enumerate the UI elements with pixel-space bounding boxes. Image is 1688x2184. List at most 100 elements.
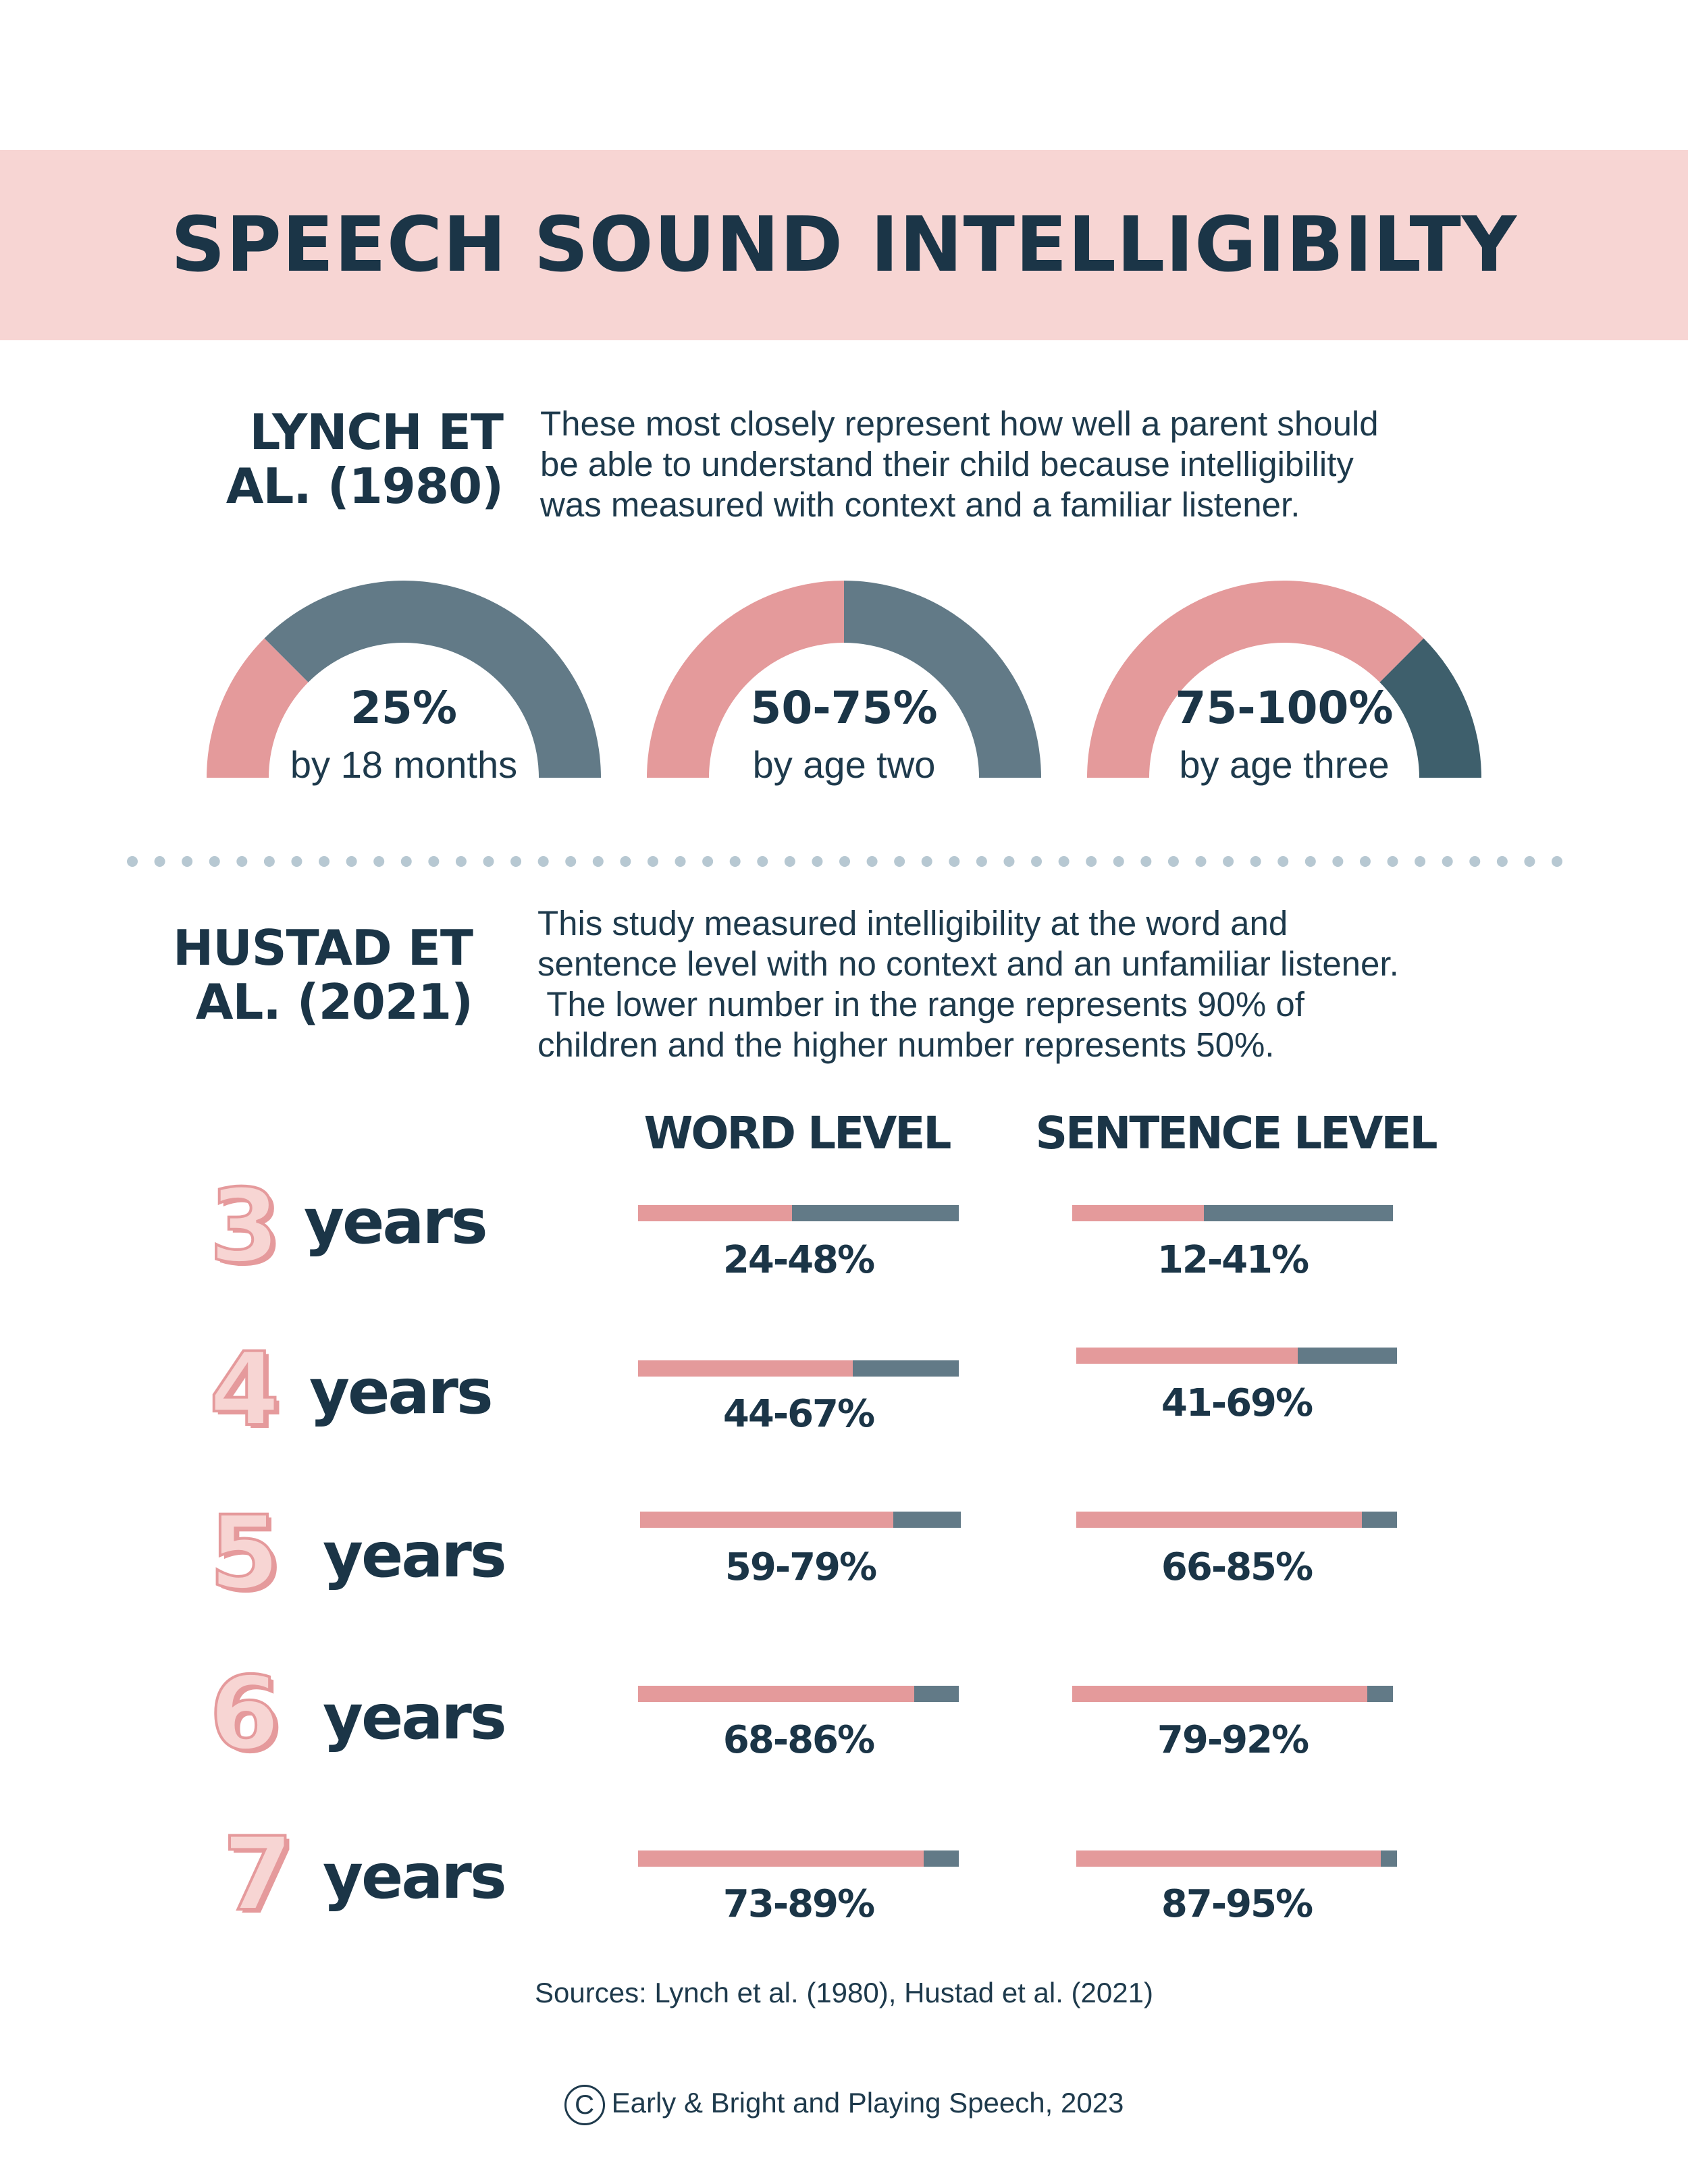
word-level-header: WORD LEVEL [643,1107,952,1159]
divider-dot [647,856,658,867]
divider-dot [1469,856,1481,867]
divider-dot [1140,856,1152,867]
divider-dot [729,856,741,867]
divider-dot [455,856,467,867]
bar-fill [1072,1686,1367,1702]
sentence-level-bar [1076,1348,1397,1364]
divider-dot [1250,856,1261,867]
sentence-level-bar [1076,1850,1397,1867]
divider-dot [1304,856,1316,867]
age-years-label: years [304,1186,488,1258]
lynch-study-title: LYNCH ET AL. (1980) [223,404,504,514]
gauge-percentage: 25% [350,682,457,734]
age-years-label: years [323,1840,507,1913]
divider-dot [1086,856,1097,867]
divider-dot [1113,856,1124,867]
gauge-percentage: 75-100% [1175,682,1394,734]
hustad-desc-line2: sentence level with no context and an un… [537,944,1399,983]
divider-dot [1332,856,1344,867]
divider-dot [346,856,357,867]
divider-dot [127,856,138,867]
divider-dot [784,856,795,867]
sentence-level-range: 87-95% [1161,1882,1313,1926]
lynch-description: These most closely represent how well a … [540,404,1553,525]
age-number: 3 [208,1168,281,1285]
divider-dot [866,856,878,867]
divider-dot [373,856,385,867]
gauge-caption: by 18 months [290,743,518,786]
gauge-caption: by age three [1179,743,1390,786]
divider-dot [1167,856,1179,867]
hustad-title-line1: HUSTAD ET [173,920,473,976]
gauge-filled-segment [647,581,844,778]
word-level-bar [638,1686,959,1702]
lynch-desc-line2: be able to understand their child becaus… [540,445,1354,483]
gauge-age-three: 75-100% by age three [1082,581,1487,797]
word-level-bar [638,1850,959,1867]
copyright-text: Early & Bright and Playing Speech, 2023 [611,2087,1124,2119]
gauge-remaining-segment [1379,638,1481,778]
divider-dot [236,856,248,867]
age-years-label: years [309,1356,494,1428]
divider-dot [921,856,932,867]
divider-dot [1387,856,1398,867]
bar-fill [640,1512,894,1528]
divider-dot [949,856,960,867]
sources-note: Sources: Lynch et al. (1980), Hustad et … [535,1977,1153,2008]
divider-dot [263,856,275,867]
copyright-line: C Early & Bright and Playing Speech, 2023 [0,2085,1688,2125]
divider-dot [1223,856,1234,867]
lynch-title-line1: LYNCH ET [249,404,504,460]
gauge-filled-segment [207,638,309,778]
bar-fill [1076,1850,1381,1867]
divider-dot [976,856,987,867]
sentence-level-header: SENTENCE LEVEL [1035,1107,1438,1159]
divider-dot [1442,856,1453,867]
divider-dot [1496,856,1508,867]
sentence-level-bar [1072,1686,1393,1702]
gauge-age-two: 50-75% by age two [641,581,1047,797]
divider-dot [702,856,714,867]
hustad-desc-line4: children and the higher number represent… [537,1026,1275,1064]
lynch-title-line2: AL. (1980) [226,458,504,514]
copyright-icon: C [564,2085,605,2125]
title-banner [0,150,1688,340]
divider-dot [894,856,905,867]
divider-dot [483,856,494,867]
page-title: SPEECH SOUND INTELLIGIBILTY [171,201,1517,289]
divider-dot [839,856,850,867]
bar-fill [1076,1348,1298,1364]
hustad-description: This study measured intelligibility at t… [537,903,1564,1065]
hustad-study-title: HUSTAD ET AL. (2021) [162,921,473,1029]
divider-dot [209,856,220,867]
bar-fill [638,1850,924,1867]
bar-fill [638,1686,914,1702]
sentence-level-range: 66-85% [1161,1545,1313,1589]
divider-dot [154,856,165,867]
divider-dot [291,856,302,867]
gauge-18-months: 25% by 18 months [201,581,606,797]
sentence-level-bar [1072,1205,1393,1221]
divider-dot [400,856,412,867]
divider-dot [757,856,768,867]
divider-dot [1195,856,1207,867]
word-level-range: 24-48% [722,1238,875,1282]
divider-dot [182,856,193,867]
hustad-title-line2: AL. (2021) [195,974,473,1030]
word-level-bar [640,1512,961,1528]
divider-dot [1031,856,1043,867]
divider-dot [510,856,522,867]
divider-dot [1524,856,1535,867]
hustad-desc-line1: This study measured intelligibility at t… [537,904,1288,942]
age-years-label: years [323,1681,507,1753]
age-number: 5 [208,1495,281,1612]
gauge-remaining-segment [844,581,1041,778]
age-years-label: years [323,1519,507,1591]
gauge-remaining-segment [264,581,601,778]
divider-dot [1277,856,1289,867]
divider-dot [812,856,823,867]
sentence-level-bar [1076,1512,1397,1528]
gauge-age-three-arc [1087,581,1481,778]
bar-fill [638,1360,853,1377]
gauge-18-months-arc [207,581,601,778]
